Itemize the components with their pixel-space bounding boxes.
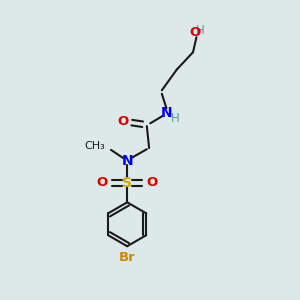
Text: H: H (196, 24, 204, 37)
Text: H: H (171, 112, 180, 125)
Text: N: N (160, 106, 172, 120)
Text: Br: Br (119, 251, 136, 264)
Text: O: O (190, 26, 201, 39)
Text: O: O (117, 115, 129, 128)
Text: CH₃: CH₃ (85, 141, 105, 151)
Text: N: N (122, 154, 133, 168)
Text: O: O (97, 176, 108, 189)
Text: O: O (146, 176, 158, 189)
Text: S: S (122, 176, 132, 190)
